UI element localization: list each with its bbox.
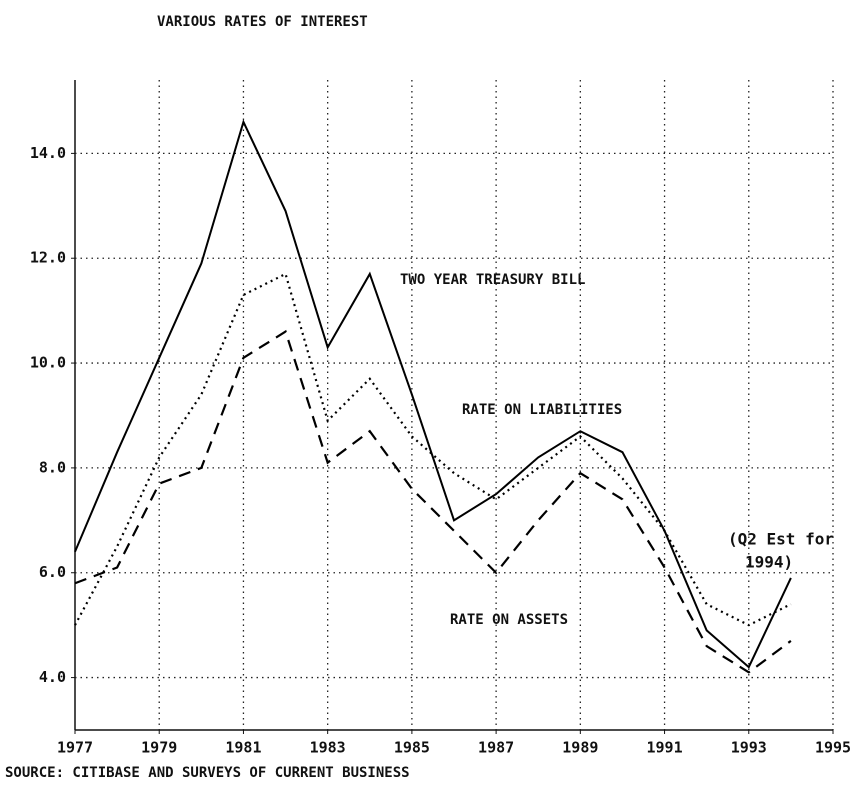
- note: 1994): [745, 553, 793, 572]
- y-tick-label: 12.0: [30, 249, 66, 267]
- y-tick-label: 10.0: [30, 354, 66, 372]
- line-series: [74, 119, 792, 669]
- series-label: TWO YEAR TREASURY BILL: [400, 272, 585, 288]
- x-tick-label: 1995: [815, 739, 851, 757]
- x-tick-label: 1987: [478, 739, 514, 757]
- y-tick-label: 4.0: [39, 668, 66, 686]
- y-tick-label: 6.0: [39, 563, 66, 581]
- series-label: RATE ON ASSETS: [450, 612, 568, 628]
- note: (Q2 Est for: [728, 530, 834, 549]
- source: SOURCE: CITIBASE AND SURVEYS OF CURRENT …: [5, 765, 410, 781]
- y-tick-label: 8.0: [39, 458, 66, 476]
- y-tick-label: 14.0: [30, 144, 66, 162]
- series-label: RATE ON LIABILITIES: [462, 402, 622, 418]
- x-tick-label: 1981: [225, 739, 261, 757]
- x-tick-label: 1979: [141, 739, 177, 757]
- x-tick-label: 1983: [310, 739, 346, 757]
- x-tick-label: 1985: [394, 739, 430, 757]
- x-tick-label: 1977: [57, 739, 93, 757]
- x-tick-label: 1991: [646, 739, 682, 757]
- x-tick-label: 1989: [562, 739, 598, 757]
- line-series: [74, 329, 792, 674]
- chart-title: VARIOUS RATES OF INTEREST: [157, 14, 368, 30]
- x-tick-label: 1993: [731, 739, 767, 757]
